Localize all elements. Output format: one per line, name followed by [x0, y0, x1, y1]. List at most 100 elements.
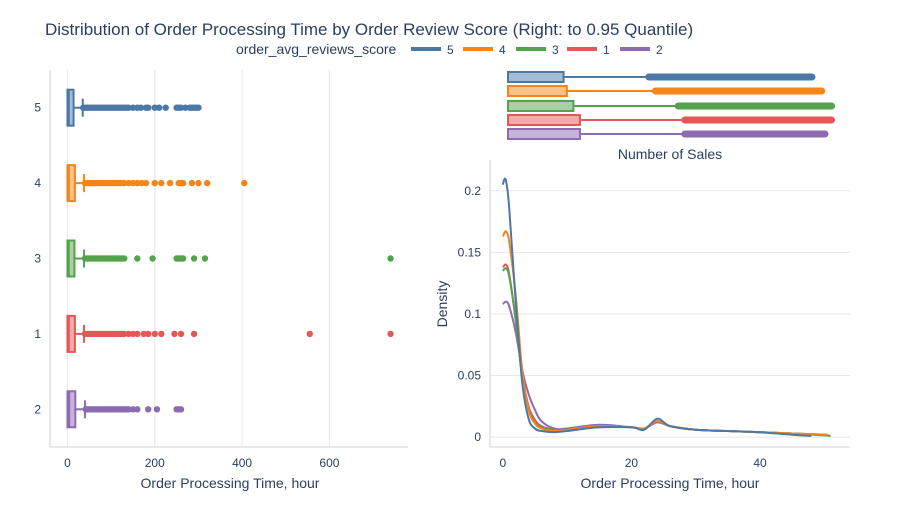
outlier-point — [158, 179, 165, 187]
outlier-point — [203, 179, 211, 187]
outlier-point — [121, 255, 128, 262]
left-y-tick-label: 5 — [34, 101, 41, 115]
sales-outlier-strip — [645, 73, 816, 81]
legend-label: 3 — [552, 43, 559, 57]
right-x-tick-label: 40 — [753, 456, 767, 470]
left-x-tick-label: 400 — [232, 456, 252, 470]
outlier-point — [188, 179, 196, 187]
left-x-axis-label: Order Processing Time, hour — [141, 475, 320, 491]
outlier-point — [158, 330, 165, 338]
outlier-point — [387, 330, 394, 338]
outlier-point — [306, 330, 313, 338]
outlier-point — [166, 179, 174, 187]
sales-box-body — [507, 100, 575, 112]
left-y-tick-label: 2 — [34, 402, 41, 416]
left-x-tick-label: 200 — [145, 456, 165, 470]
outlier-point — [177, 330, 185, 338]
density-line-1 — [502, 263, 828, 436]
legend-label: 2 — [656, 43, 663, 57]
outlier-point — [137, 104, 145, 111]
outlier-point — [134, 330, 141, 338]
legend-item-1[interactable]: 1 — [567, 43, 610, 57]
sales-box-3 — [507, 100, 835, 112]
left-x-tick-label: 600 — [319, 456, 339, 470]
outlier-point — [149, 255, 156, 262]
sales-box-1 — [507, 114, 835, 126]
box-body — [66, 390, 77, 429]
outlier-point — [142, 179, 150, 187]
outlier-point — [153, 406, 161, 413]
box-series-5 — [66, 88, 202, 127]
right-x-tick-label: 0 — [500, 456, 507, 470]
legend-label: 5 — [447, 43, 454, 57]
sales-box-5 — [507, 71, 816, 83]
box-series-1 — [66, 314, 394, 353]
legend-label: 1 — [603, 43, 610, 57]
outlier-point — [177, 406, 185, 413]
outlier-point — [155, 104, 163, 111]
outlier-point — [145, 104, 152, 111]
legend-item-5[interactable]: 5 — [411, 43, 454, 57]
box-series-2 — [66, 390, 185, 429]
density-line-3 — [502, 267, 831, 437]
sales-box-body — [507, 71, 565, 83]
legend-title: order_avg_reviews_score — [236, 41, 397, 57]
outlier-point — [201, 255, 209, 262]
sales-box-panel: Number of Sales — [507, 71, 835, 162]
left-x-tick-label: 0 — [64, 456, 71, 470]
right-y-tick-label: 0.1 — [464, 307, 481, 321]
chart-title: Distribution of Order Processing Time by… — [45, 20, 693, 39]
right-x-axis-label: Order Processing Time, hour — [581, 475, 760, 491]
left-y-tick-label: 1 — [34, 327, 41, 341]
right-x-tick-label: 20 — [625, 456, 639, 470]
outlier-point — [134, 406, 141, 413]
box-body — [66, 88, 75, 127]
density-line-2 — [502, 300, 828, 436]
density-line-5 — [501, 177, 812, 437]
outlier-point — [134, 255, 141, 262]
sales-outlier-strip — [651, 87, 826, 95]
outlier-point — [151, 330, 158, 338]
outlier-point — [195, 179, 202, 187]
outlier-point — [179, 179, 187, 187]
outlier-point — [151, 179, 158, 187]
outlier-point — [195, 104, 202, 111]
right-y-tick-label: 0.2 — [464, 184, 481, 198]
legend-item-2[interactable]: 2 — [620, 43, 663, 57]
sales-box-body — [507, 128, 581, 140]
sales-x-axis-label: Number of Sales — [618, 146, 722, 162]
outlier-point — [190, 255, 198, 262]
legend-item-3[interactable]: 3 — [516, 43, 559, 57]
left-y-tick-label: 3 — [34, 252, 41, 266]
right-y-tick-label: 0 — [474, 430, 481, 444]
sales-outlier-strip — [681, 116, 835, 124]
sales-outlier-strip — [674, 102, 835, 110]
outlier-point — [190, 330, 198, 338]
outlier-point — [145, 406, 152, 413]
sales-box-body — [507, 85, 568, 97]
legend[interactable]: order_avg_reviews_score 5 4 3 1 2 — [236, 41, 663, 57]
density-line-4 — [501, 230, 828, 436]
density-panel: 0 0.05 0.1 0.15 0.2 0 20 40 Order Processing Ti… — [434, 160, 850, 491]
box-series-4 — [66, 164, 248, 203]
outlier-point — [179, 255, 187, 262]
outlier-point — [241, 179, 248, 187]
sales-box-2 — [507, 128, 829, 140]
right-y-tick-label: 0.15 — [458, 245, 482, 259]
box-series-3 — [66, 239, 394, 278]
outlier-point — [171, 330, 178, 338]
sales-box-4 — [507, 85, 826, 97]
right-y-axis-label: Density — [434, 281, 450, 328]
right-y-tick-label: 0.05 — [458, 369, 482, 383]
box-body — [66, 239, 76, 278]
left-y-tick-label: 4 — [34, 176, 41, 190]
sales-box-body — [507, 114, 581, 126]
outlier-point — [145, 330, 152, 338]
outlier-point — [387, 255, 394, 262]
sales-outlier-strip — [681, 130, 829, 138]
box-body — [66, 164, 76, 203]
legend-label: 4 — [499, 43, 506, 57]
box-body — [66, 314, 76, 353]
legend-item-4[interactable]: 4 — [463, 43, 506, 57]
